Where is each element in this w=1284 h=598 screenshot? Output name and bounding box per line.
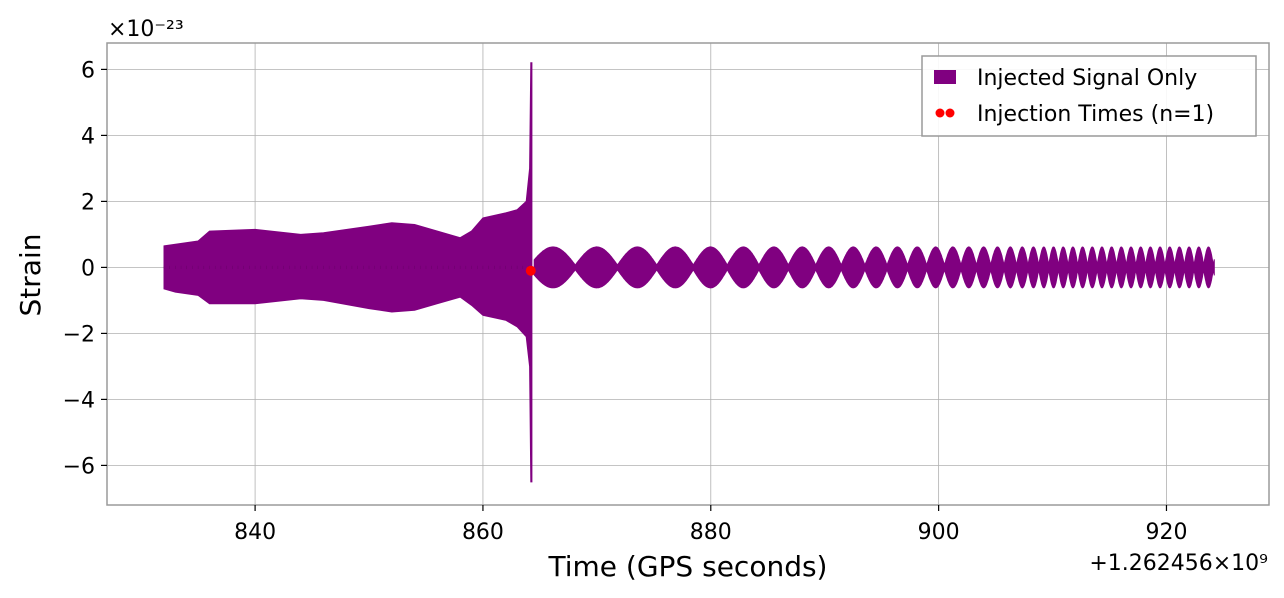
x-tick-label: 840 xyxy=(234,520,276,545)
x-axis-label: Time (GPS seconds) xyxy=(548,550,828,583)
legend-swatch-dot xyxy=(935,108,945,118)
x-tick-label: 860 xyxy=(462,520,504,545)
x-tick-label: 900 xyxy=(918,520,960,545)
legend-swatch-square xyxy=(934,70,956,84)
x-tick-label: 880 xyxy=(690,520,732,545)
legend-label: Injection Times (n=1) xyxy=(977,102,1214,127)
y-tick-label: 2 xyxy=(81,190,95,215)
plot-area xyxy=(163,62,1215,483)
y-axis-label: Strain xyxy=(14,234,47,317)
ticks: 840 860 880 900 920 −6 −4 −2 0 2 4 6 xyxy=(63,58,1188,545)
legend-box xyxy=(921,55,1257,137)
legend: Injected Signal Only Injection Times (n=1… xyxy=(921,55,1257,137)
legend-swatch-dot xyxy=(945,108,955,118)
y-tick-label: −6 xyxy=(63,454,95,479)
x-offset-label: +1.262456×10⁹ xyxy=(1089,551,1268,576)
injection-time-marker xyxy=(525,265,536,276)
signal-beats xyxy=(533,246,1215,289)
y-tick-label: 4 xyxy=(81,124,95,149)
y-tick-label: −4 xyxy=(63,388,95,413)
y-tick-label: 6 xyxy=(81,58,95,83)
y-tick-label: −2 xyxy=(63,322,95,347)
x-tick-label: 920 xyxy=(1145,520,1187,545)
y-tick-label: 0 xyxy=(81,256,95,281)
axes-frame xyxy=(106,42,1270,506)
y-scale-label: ×10⁻²³ xyxy=(108,17,184,42)
signal-envelope xyxy=(163,62,533,483)
legend-label: Injected Signal Only xyxy=(977,66,1197,91)
